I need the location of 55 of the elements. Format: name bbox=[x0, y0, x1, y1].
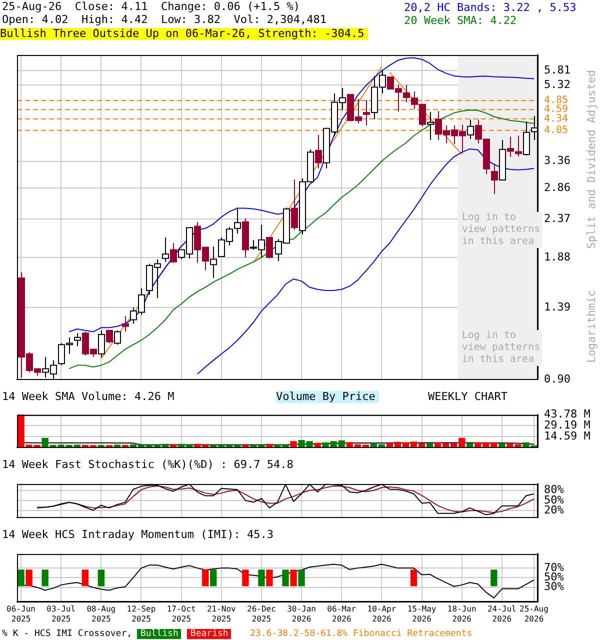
y-tick-label: 5.32 bbox=[544, 78, 570, 92]
chart-title: 14 Week HCS Intraday Momentum (IMI): 45.3 bbox=[2, 528, 274, 541]
text: Volume By Price bbox=[276, 390, 380, 403]
x-tick-label: 06-Mar 2026 bbox=[327, 604, 356, 624]
bar bbox=[314, 442, 321, 448]
annotation: Log in to view patterns in this area bbox=[462, 330, 542, 366]
y-tick-label: 1.88 bbox=[544, 250, 570, 264]
chart-title: 14 Week SMA Volume: 4.26 M bbox=[2, 390, 174, 403]
y-tick-label: 3.36 bbox=[544, 154, 570, 168]
bar bbox=[242, 444, 249, 448]
text: Bearish bbox=[187, 629, 232, 639]
text: Split and Dividend Adjusted bbox=[585, 70, 598, 249]
y-tick-label: 30% bbox=[544, 580, 564, 594]
x-tick-label: 26-Dec 2025 bbox=[247, 604, 276, 624]
ref-line-label: 4.34 bbox=[544, 114, 568, 125]
y-tick-label: 43.78 M bbox=[544, 407, 591, 420]
y-tick-label: 5.81 bbox=[544, 63, 570, 76]
legend-title: % K - HCS IMI Crossover, bbox=[2, 629, 134, 639]
x-tick-label: 08-Aug 2025 bbox=[86, 604, 116, 624]
text: 20 Week SMA: 4.22 bbox=[404, 14, 518, 27]
x-tick-label: 24-Jul 2026 bbox=[487, 604, 517, 624]
text: 20,2 HC Bands: 3.22 , 5.53 bbox=[404, 1, 576, 14]
annotation: Log in to view patterns in this area bbox=[462, 212, 542, 248]
y-tick-label: 20% bbox=[544, 504, 564, 516]
ref-line-label: 4.05 bbox=[544, 124, 568, 136]
x-tick-label: 06-Jun 2025 bbox=[6, 604, 36, 624]
text: Logarithmic bbox=[585, 290, 598, 363]
bar bbox=[266, 444, 273, 448]
y-tick-label: 14.59 M bbox=[544, 429, 591, 442]
bar bbox=[170, 444, 177, 448]
y-tick-label: 70% bbox=[544, 560, 564, 574]
x-tick-label: 17-Oct 2025 bbox=[166, 604, 196, 624]
bar bbox=[498, 443, 506, 448]
ref-line-label: 4.59 bbox=[544, 104, 568, 116]
y-tick-label: 2.37 bbox=[544, 212, 570, 225]
text: Bullish Three Outside Up on 06-Mar-26, Strength: -304.5 bbox=[0, 27, 368, 40]
text: 25-Aug-26 Close: 4.11 Change: 0.06 (+1.5 %) bbox=[2, 0, 300, 13]
text: WEEKLY CHART bbox=[428, 390, 508, 403]
x-tick-label: 12-Sep 2025 bbox=[126, 604, 156, 624]
y-tick-label: 29.19 M bbox=[544, 418, 591, 432]
x-tick-label: 18-Jun 2026 bbox=[447, 604, 476, 624]
y-tick-label: 1.39 bbox=[544, 300, 570, 314]
chart-title: 14 Week Fast Stochastic (%K)(%D) : 69.7 54.8 bbox=[2, 458, 294, 471]
text: 23.6-38.2-50-61.8% Fibonacci Retracements bbox=[250, 628, 472, 640]
y-tick-label: 0.90 bbox=[544, 372, 570, 386]
x-tick-label: 10-Apr 2026 bbox=[367, 604, 396, 624]
x-tick-label: 30-Jan 2026 bbox=[287, 604, 316, 624]
x-tick-label: 15-May 2026 bbox=[407, 604, 436, 624]
x-tick-label: 25-Aug 2026 bbox=[520, 604, 549, 624]
text: Open: 4.02 High: 4.42 Low: 3.82 Vol: 2,304,481 bbox=[2, 13, 327, 26]
x-tick-label: 03-Jul 2025 bbox=[46, 604, 76, 624]
text: Bullish bbox=[137, 629, 182, 639]
y-tick-label: 2.86 bbox=[544, 180, 570, 194]
bar bbox=[290, 441, 297, 448]
x-tick-label: 21-Nov 2025 bbox=[206, 604, 236, 624]
